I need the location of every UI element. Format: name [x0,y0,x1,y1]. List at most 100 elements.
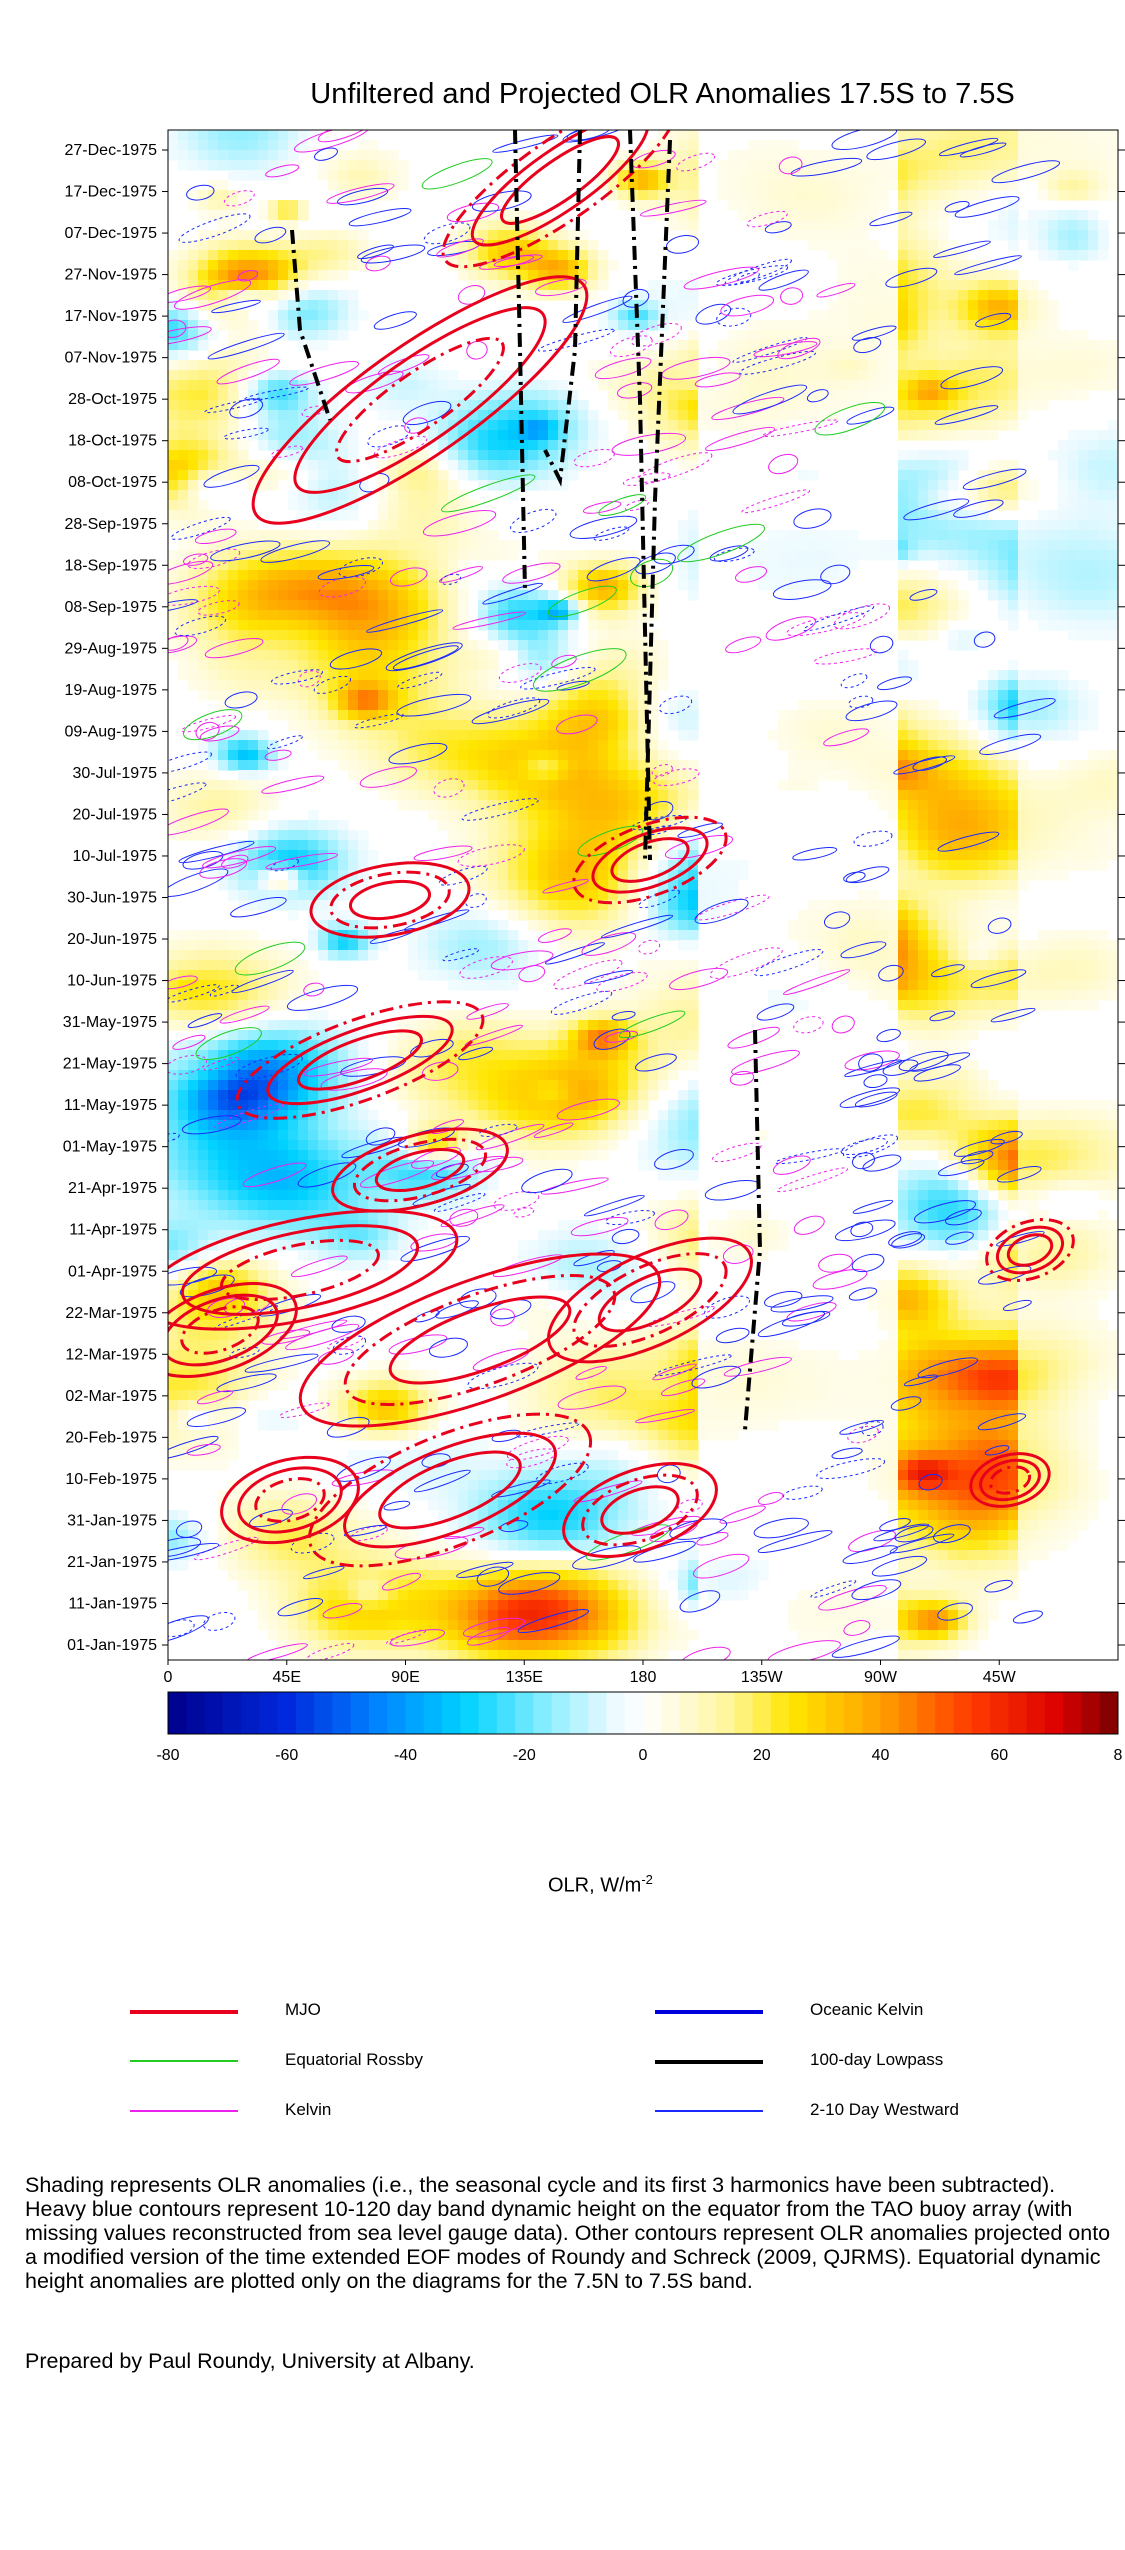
wave-contour [772,1155,811,1175]
wave-contour [844,1050,900,1071]
wave-contour [593,526,630,541]
wave-contour [186,1443,221,1456]
wave-contour [820,564,851,585]
colorbar-swatch [935,1692,955,1734]
wave-contour [229,1346,260,1359]
colorbar-swatch [496,1692,516,1734]
mjo-contour [331,1127,509,1213]
legend-swatch [130,2060,238,2062]
wave-contour [735,566,768,583]
colorbar-swatch [168,1692,187,1734]
wave-contour [676,152,716,172]
colorbar-tick-label: 0 [639,1747,648,1764]
wave-contour [458,1046,494,1061]
wave-contour [851,1253,885,1273]
wave-contour [639,199,707,217]
wave-contour [476,1566,510,1587]
y-tick-label: 10-Jun-1975 [67,973,157,990]
y-tick-label: 10-Feb-1975 [65,1471,157,1488]
mjo-contour [329,870,451,930]
wave-contour [609,335,653,358]
wave-contour [297,670,321,688]
wave-contour [611,1011,636,1021]
wave-contour [183,553,209,566]
wave-contour [289,361,360,386]
wave-contour [731,1049,800,1075]
wave-contour [464,1024,524,1047]
mjo-contour [597,1267,703,1333]
wave-contour [290,1255,348,1278]
wave-contour [893,755,956,775]
lowpass-contour [743,1029,763,1431]
wave-contour [651,764,673,777]
rossby-contour [421,158,493,190]
y-tick-label: 30-Jun-1975 [67,890,157,907]
wave-contour [178,840,255,864]
wave-contour [573,1480,643,1503]
wave-contour [679,1590,721,1613]
wave-contour [732,384,808,415]
wave-contour [691,1365,742,1389]
wave-contour [767,1640,841,1660]
wave-contour [313,675,352,694]
wave-contour [654,1354,732,1377]
wave-contour [244,386,309,401]
wave-contour [777,337,821,360]
wave-contour [413,845,473,861]
mjo-contour [995,1225,1065,1275]
wave-contour [348,208,412,227]
colorbar: -80 -60 -40 -20 0 20 40 60 8 [156,1691,1123,1764]
rossby-contour [814,401,886,436]
wave-contour [566,130,611,141]
wave-contour [515,1422,580,1438]
y-tick-label: 02-Mar-1975 [65,1388,157,1405]
colorbar-tick-label: -60 [275,1747,298,1764]
wave-contour [909,1052,971,1072]
colorbar-swatch [204,1692,224,1734]
wave-contour [345,370,404,394]
wave-contour [716,307,752,327]
wave-contour [984,1445,1010,1456]
wave-contour [635,1053,677,1072]
wave-contour [178,213,251,243]
wave-contour [337,187,389,206]
colorbar-swatch [807,1692,827,1734]
wave-contour [461,798,539,821]
wave-contour [491,1479,551,1498]
mjo-contour [220,1455,360,1545]
wave-contour [677,1498,703,1514]
colorbar-swatch [387,1692,406,1734]
mjo-contour [352,1137,488,1203]
wave-contour [343,1524,387,1537]
mjo-contour [979,1458,1041,1502]
mjo-contour [1006,1233,1054,1267]
y-tick-label: 21-Jan-1975 [67,1554,157,1571]
y-tick-label: 01-Apr-1975 [68,1263,157,1280]
colorbar-swatch [442,1692,461,1734]
wave-contour [332,1335,367,1355]
wave-contour [831,1447,863,1460]
colorbar-swatch [843,1692,863,1734]
wave-contour [475,1123,545,1151]
wave-contour [186,1407,247,1428]
x-tick-label: 0 [164,1669,173,1686]
lowpass-contour [643,139,672,861]
wave-contour [245,1643,308,1660]
wave-contour [652,1363,697,1381]
wave-contour [723,1356,792,1377]
wave-contour [438,865,488,886]
wave-contour [944,201,970,213]
wave-contour [498,1572,561,1595]
y-tick-label: 01-May-1975 [63,1139,157,1156]
wave-contour [871,1555,928,1577]
wave-contour [715,265,789,287]
wave-contour [869,635,894,654]
wave-contour [876,1028,901,1043]
mjo-contour [374,1147,466,1193]
wave-contour [267,735,304,750]
wave-contour [535,1462,589,1485]
wave-contour [187,548,241,569]
wave-contour [433,778,465,798]
wave-contour [725,636,762,654]
wave-contour [909,589,938,601]
